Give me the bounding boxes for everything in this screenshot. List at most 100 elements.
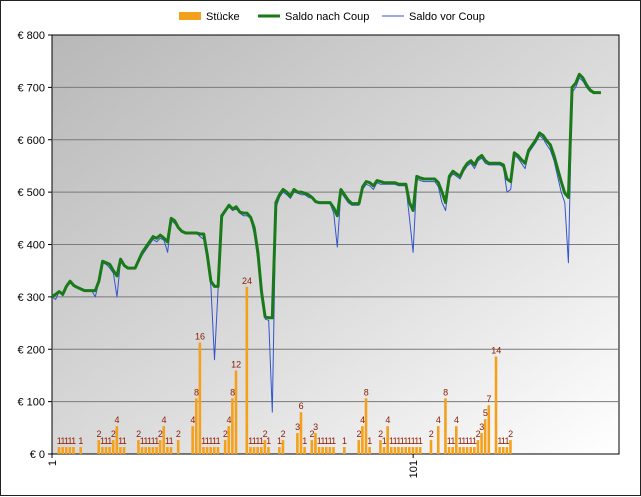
bar (451, 447, 454, 454)
bar-label: 2 (136, 429, 141, 439)
bar-label: 1 (465, 436, 470, 446)
bar (140, 447, 144, 454)
bar-label: 3 (479, 422, 484, 432)
bar (191, 426, 194, 454)
bar-label: 1 (68, 436, 73, 446)
bar-label: 8 (194, 387, 199, 397)
bar (263, 440, 267, 454)
bar-label: 1 (212, 436, 217, 446)
grid-lines (52, 86, 619, 403)
bar-label: 1 (57, 436, 62, 446)
bar (223, 440, 227, 454)
bar-label: 1 (458, 436, 463, 446)
bar (386, 426, 389, 454)
bar-label: 1 (122, 436, 127, 446)
bar (202, 447, 205, 454)
bar (115, 426, 119, 454)
bar-label: 2 (111, 429, 116, 439)
bar-label: 1 (104, 436, 109, 446)
bar (393, 447, 397, 454)
bar (444, 398, 447, 454)
bar-label: 4 (454, 415, 459, 425)
bar-label: 8 (230, 387, 235, 397)
bar (249, 447, 252, 454)
bar-label: 1 (165, 436, 170, 446)
bar (151, 447, 155, 454)
bar-label: 1 (100, 436, 105, 446)
bar-label: 1 (342, 436, 347, 446)
bar-label: 3 (295, 422, 300, 432)
bar (505, 447, 509, 454)
bar-label: 1 (328, 436, 333, 446)
bar-label: 1 (320, 436, 325, 446)
bar-label: 4 (114, 415, 119, 425)
bar-label: 1 (403, 436, 408, 446)
bar-label: 4 (436, 415, 441, 425)
y-tick-label: € 700 (17, 82, 45, 94)
bar (332, 447, 335, 454)
bar (382, 447, 386, 454)
bar-label: 1 (118, 436, 123, 446)
bar-label: 24 (242, 276, 252, 286)
bar (447, 447, 451, 454)
bar (404, 447, 408, 454)
bar (148, 447, 151, 454)
bar (245, 286, 249, 454)
bar (111, 440, 115, 454)
bar-label: 1 (255, 436, 260, 446)
bar (108, 447, 111, 454)
bar (61, 447, 64, 454)
bar (68, 447, 72, 454)
bar (231, 398, 234, 454)
bar-label: 1 (472, 436, 477, 446)
bar (252, 447, 256, 454)
bar-label: 1 (216, 436, 221, 446)
bar-label: 1 (60, 436, 65, 446)
bar-label: 2 (378, 429, 383, 439)
bar (296, 433, 299, 454)
bar-label: 4 (190, 415, 195, 425)
bar-label: 1 (393, 436, 398, 446)
bar (122, 447, 126, 454)
bar-label: 1 (259, 436, 264, 446)
bar-label: 1 (331, 436, 336, 446)
y-tick-label: € 0 (30, 449, 45, 461)
bar (415, 447, 418, 454)
bar-label: 2 (176, 429, 181, 439)
bar-label: 1 (382, 436, 387, 446)
y-tick-label: € 500 (17, 187, 45, 199)
bar (469, 447, 473, 454)
bar (361, 426, 364, 454)
bar-label: 1 (468, 436, 473, 446)
bar (234, 370, 238, 454)
bar-label: 1 (277, 436, 282, 446)
x-axis-ticks: 1 101 (47, 454, 420, 478)
x-tick-label: 101 (408, 460, 420, 478)
bar-label: 1 (411, 436, 416, 446)
bar (462, 447, 465, 454)
bar (476, 440, 480, 454)
bar-label: 4 (161, 415, 166, 425)
bar (418, 447, 422, 454)
bar (104, 447, 108, 454)
bar-label: 1 (450, 436, 455, 446)
y-tick-label: € 100 (17, 397, 45, 409)
bar-label: 2 (476, 429, 481, 439)
bar (144, 447, 147, 454)
bar (487, 405, 491, 454)
bar (483, 419, 487, 454)
bar (57, 447, 61, 454)
bar (328, 447, 332, 454)
bar (498, 447, 501, 454)
bar-label: 1 (367, 436, 372, 446)
bar (166, 447, 169, 454)
bar (162, 426, 166, 454)
bar-label: 1 (64, 436, 69, 446)
bar-label: 1 (505, 436, 510, 446)
bar (97, 440, 101, 454)
bar (205, 447, 209, 454)
bar-label: 6 (299, 401, 304, 411)
x-tick-label: 1 (47, 460, 59, 466)
bar-label: 2 (263, 429, 268, 439)
bar (281, 440, 285, 454)
